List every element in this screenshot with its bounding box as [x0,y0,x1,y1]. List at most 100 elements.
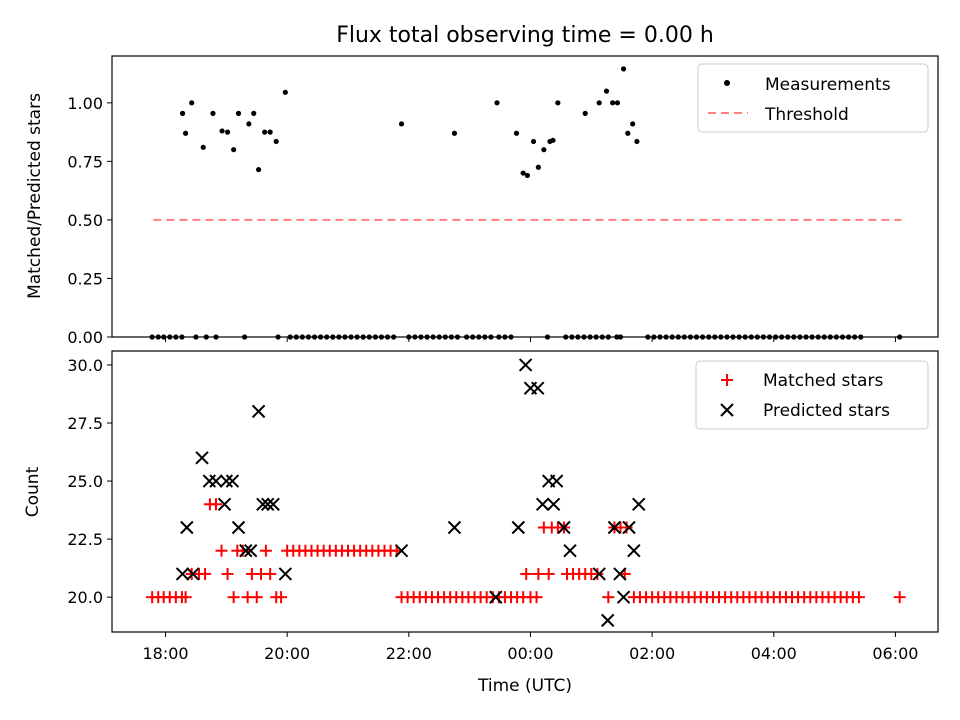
predicted-star-point [627,544,641,558]
predicted-star-point [186,567,200,581]
predicted-star-point [175,567,190,581]
bottom-y-tick-label: 25.0 [67,472,103,491]
bottom-legend: Matched stars Predicted stars [695,360,929,430]
measurement-point [535,164,541,170]
bottom-x-axis: 18:00 20:00 22:00 00:00 02:00 04:00 06:00 [142,632,918,663]
measurement-point [596,100,602,106]
predicted-x-b [549,474,564,488]
matched-star-point [532,567,545,580]
bottom-panel: 20.0 22.5 25.0 27.5 30.0 18:00 20:00 22:00 00:0… [23,350,939,696]
measurement-point [210,110,216,116]
predicted-star-point [180,520,194,535]
measurement-point [231,147,237,153]
bottom-y-tick-label: 27.5 [67,414,103,433]
predicted-x-b [607,520,622,535]
predicted-star-point [261,497,275,511]
bottom-y-tick-label: 20.0 [67,588,103,607]
matched-star-point [852,591,865,604]
predicted-star-point [256,497,270,511]
predicted-star-point [266,497,280,511]
x-tick-label: 20:00 [264,644,310,663]
measurement-point [609,100,616,106]
predicted-star-point [278,567,293,581]
measurement-point [620,66,627,72]
legend-predicted-marker [720,403,734,417]
predicted-x-b [256,497,270,511]
predicted-star-point [632,497,646,511]
bottom-y-axis: 20.0 22.5 25.0 27.5 30.0 [67,356,112,607]
predicted-x-b [278,567,293,581]
predicted-x-b [613,567,627,581]
top-legend-box [697,63,929,133]
predicted-star-point [219,474,234,488]
predicted-x-b [195,451,209,465]
predicted-star-point [195,451,209,465]
predicted-x-b [186,567,200,581]
matched-star-point [179,591,192,604]
legend-matched-label: Matched stars [763,371,883,391]
top-y-tick-label: 1.00 [67,94,103,113]
predicted-star-point [546,497,561,511]
predicted-star-point [239,544,253,558]
legend-measurements-marker [724,80,730,86]
matched-star-point [210,498,223,511]
measurement-point [200,144,206,150]
predicted-x-b [601,613,615,628]
measurement-point [224,129,231,135]
measurement-point [398,121,405,127]
measurement-point [282,89,288,95]
predicted-x-b [225,474,240,488]
predicted-x-b [557,520,571,535]
matched-star-point [227,591,240,604]
predicted-x-b [627,544,641,558]
x-tick-label: 18:00 [142,644,188,663]
predicted-star-point [607,520,622,535]
measurement-point [634,138,640,145]
top-y-tick-label: 0.50 [67,211,103,230]
predicted-star-point [531,381,545,395]
predicted-x-b [180,520,194,535]
matched-star-point [620,521,633,534]
predicted-x-b [531,381,545,395]
legend-matched-marker [721,374,733,386]
measurement-point [267,129,273,135]
predicted-x-b [209,474,223,488]
top-y-axis: 0.00 0.25 0.50 0.75 1.00 [67,94,112,347]
x-axis-label: Time (UTC) [477,676,572,696]
predicted-x-b [251,404,266,419]
measurement-point [582,110,588,116]
measurement-point [603,88,610,94]
predicted-star-point [563,544,577,558]
bottom-axes-frame [111,350,939,633]
predicted-star-point [557,520,571,535]
matched-star-point [591,567,604,580]
predicted-star-point [518,358,533,372]
predicted-star-point [447,520,462,535]
measurement-point [251,110,257,116]
predicted-x-b [535,497,550,511]
measurement-point [182,130,189,136]
predicted-x-b [546,497,561,511]
top-axes-frame [111,55,939,338]
matched-star-point [602,591,615,604]
bottom-legend-box [695,360,929,430]
measurement-point [513,130,520,136]
x-tick-label: 06:00 [872,644,918,663]
top-legend: Measurements Threshold [697,63,929,133]
predicted-x-b [239,544,253,558]
measurement-point [550,137,556,143]
predicted-star-point [243,544,258,558]
legend-predicted-label: Predicted stars [763,401,890,421]
predicted-star-point [231,520,246,535]
top-x-ticks [165,337,896,342]
measurement-point [189,100,195,106]
predicted-x-b [217,497,232,511]
matched-star-point [259,544,272,557]
matched-star-point [250,591,263,604]
matched-star-point [215,544,228,557]
measurement-point [451,130,458,136]
predicted-x-b [266,497,280,511]
predicted-star-point [549,474,564,488]
top-y-tick-label: 0.25 [67,269,103,288]
